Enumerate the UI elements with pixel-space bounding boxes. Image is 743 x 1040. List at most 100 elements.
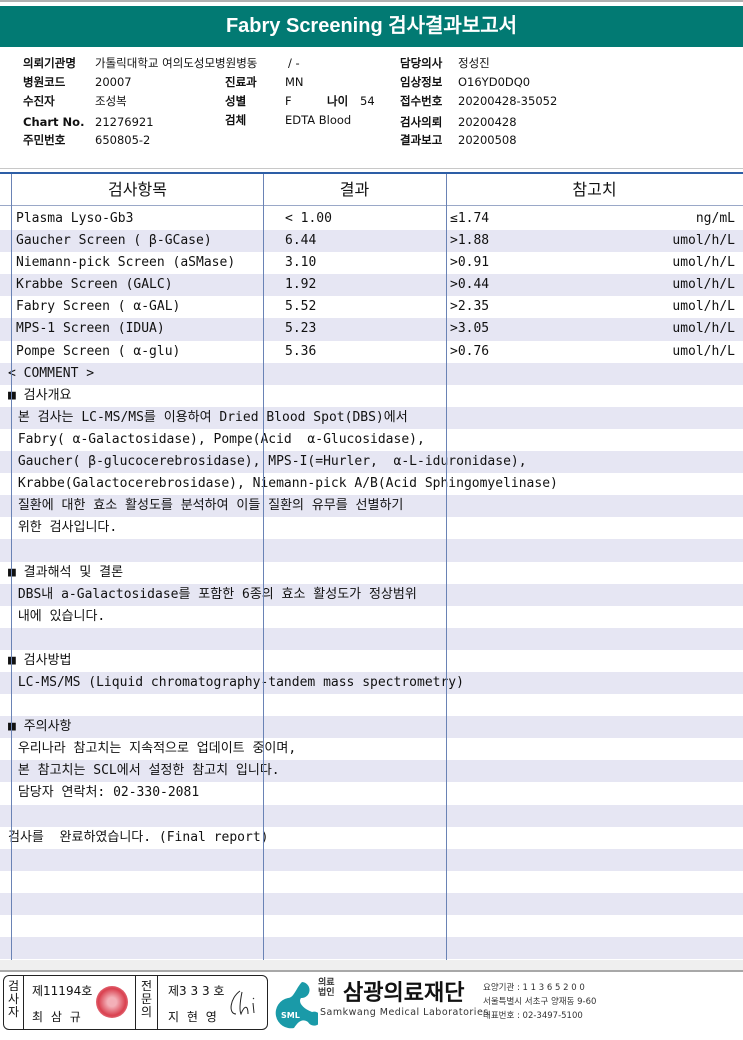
divider [0,168,743,169]
institution-value: 가톨릭대학교 여의도성모병원병동 [95,56,258,70]
table-row: LC-MS/MS (Liquid chromatography-tandem m… [0,671,743,695]
comment-line: 담당자 연락처: 02-330-2081 [10,785,200,801]
comment-line: Gaucher( β-glucocerebrosidase), MPS-I(=H… [10,454,527,470]
reference-range: >3.05 [450,321,490,337]
table-row: Krabbe(Galactocerebrosidase), Niemann-pi… [0,473,743,495]
test-result: 5.23 [285,321,317,337]
test-result: < 1.00 [285,211,332,226]
unit: ng/mL [695,211,735,226]
request-label: 검사의뢰 [400,115,443,129]
test-result: 6.44 [285,233,317,249]
test-item: Plasma Lyso-Gb3 [16,211,134,226]
top-border [0,0,743,2]
table-row: 우리나라 참고치는 지속적으로 업데이트 중이며, [0,738,743,760]
table-row: 담당자 연락처: 02-330-2081 [0,782,743,804]
reference-range: ≤1.74 [450,211,490,226]
org-prefix: 의료 법인 [318,978,335,998]
org-address: 서울특별시 서초구 양재동 9-60 [483,997,597,1007]
org-english-name: Samkwang Medical Laboratories [320,1007,489,1018]
comment-line: ■ 검사개요 [8,387,72,403]
table-row [0,915,743,937]
signature-box: 검사자 제11194호 최 삼 규 전문의 제3 3 3 호 지 현 영 [3,975,268,1030]
table-row: Fabry( α-Galactosidase), Pompe(Acid α-Gl… [0,429,743,451]
receipt-label: 접수번호 [400,94,443,108]
reference-range: >1.88 [450,233,490,249]
bottom-divider [0,970,743,972]
table-row: Pompe Screen ( α-glu) 5.36 >0.76 umol/h/L [0,341,743,363]
logo-text: SML [281,1011,300,1020]
header-item: 검사항목 [108,180,167,199]
comment-line: 우리나라 참고치는 지속적으로 업데이트 중이며, [10,741,297,757]
table-row: Fabry Screen ( α-GAL) 5.52 >2.35 umol/h/L [0,296,743,318]
specimen-label: 검체 [225,113,247,127]
unit: umol/h/L [672,255,735,271]
sex-value: F [285,94,292,108]
table-row [0,871,743,893]
comment-line: 본 참고치는 SCL에서 설정한 참고치 입니다. [10,763,280,779]
org-code: 요양기관 : 1 1 3 6 5 2 0 0 [483,983,585,993]
test-item: Pompe Screen ( α-glu) [16,343,181,359]
table-row: 내에 있습니다. [0,606,743,628]
comment-line: Fabry( α-Galactosidase), Pompe(Acid α-Gl… [10,431,425,447]
request-value: 20200428 [458,115,517,129]
results-table: Plasma Lyso-Gb3 < 1.00 ≤1.74 ng/mL Gaucher S… [0,208,743,960]
table-row: 검사를 완료하였습니다. (Final report) [0,827,743,849]
receipt-value: 20200428-35052 [458,94,558,108]
org-prefix-1: 의료 [318,978,335,988]
comment-line: 본 검사는 LC-MS/MS를 이용하여 Dried Blood Spot(DB… [10,409,408,425]
unit: umol/h/L [672,299,735,315]
table-row [0,539,743,562]
table-row [0,892,743,915]
hospital-code-label: 병원코드 [23,75,66,89]
table-top-border [0,172,743,174]
header-reference: 참고치 [572,180,617,199]
report-value: 20200508 [458,133,517,147]
id-label: 주민번호 [23,133,66,147]
chart-value: 21276921 [95,115,154,129]
comment-line: ■ 주의사항 [8,719,72,735]
column-line [263,174,264,960]
comment-line: DBS내 a-Galactosidase를 포함한 6종의 효소 활성도가 정상… [10,586,417,602]
comment-line: ■ 결과해석 및 결론 [8,564,124,580]
age-value: 54 [360,94,375,108]
signature [230,990,255,1016]
table-row: MPS-1 Screen (IDUA) 5.23 >3.05 umol/h/L [0,318,743,341]
test-item: Niemann-pick Screen (aSMase) [16,255,236,271]
org-name: 삼광의료재단 [343,981,465,1006]
table-row: DBS내 a-Galactosidase를 포함한 6종의 효소 활성도가 정상… [0,583,743,606]
table-row: ■ 검사개요 [0,385,743,407]
clinical-value: O16YD0DQ0 [458,75,531,89]
reference-range: >0.91 [450,255,490,271]
specimen-value: EDTA Blood [285,113,352,127]
examiner-cell: 제11194호 최 삼 규 [24,976,136,1029]
comment-line: ■ 검사방법 [8,652,72,668]
examiner-label: 검사자 [4,976,24,1029]
id-value: 650805-2 [95,133,151,147]
patient-value: 조성복 [95,94,127,108]
examiner-name: 최 삼 규 [32,1010,83,1024]
examiner-number: 제11194호 [32,984,93,998]
table-row [0,627,743,650]
column-line [446,174,447,960]
sex-label: 성별 [225,94,247,108]
org-phone: 대표번호 : 02-3497-5100 [483,1011,583,1021]
reference-range: >0.76 [450,343,490,359]
table-row: 본 참고치는 SCL에서 설정한 참고치 입니다. [0,760,743,783]
clinical-label: 임상정보 [400,75,443,89]
table-row: ■ 검사방법 [0,650,743,672]
table-row: Krabbe Screen (GALC) 1.92 >0.44 umol/h/L [0,274,743,297]
table-row: ■ 결과해석 및 결론 [0,562,743,584]
table-row: Gaucher( β-glucocerebrosidase), MPS-I(=H… [0,451,743,474]
table-row: 본 검사는 LC-MS/MS를 이용하여 Dried Blood Spot(DB… [0,406,743,429]
report-title: Fabry Screening 검사결과보고서 [0,6,743,47]
reference-range: >2.35 [450,299,490,315]
test-item: Fabry Screen ( α-GAL) [16,299,181,315]
comment-line: 내에 있습니다. [10,608,106,624]
chart-label: Chart No. [23,115,85,129]
seal-stamp [96,986,128,1018]
comment-line: 위한 검사입니다. [10,520,118,536]
table-row [0,694,743,716]
comment-line: Krabbe(Galactocerebrosidase), Niemann-pi… [10,476,558,492]
column-line [11,174,12,960]
table-row: ■ 주의사항 [0,716,743,739]
